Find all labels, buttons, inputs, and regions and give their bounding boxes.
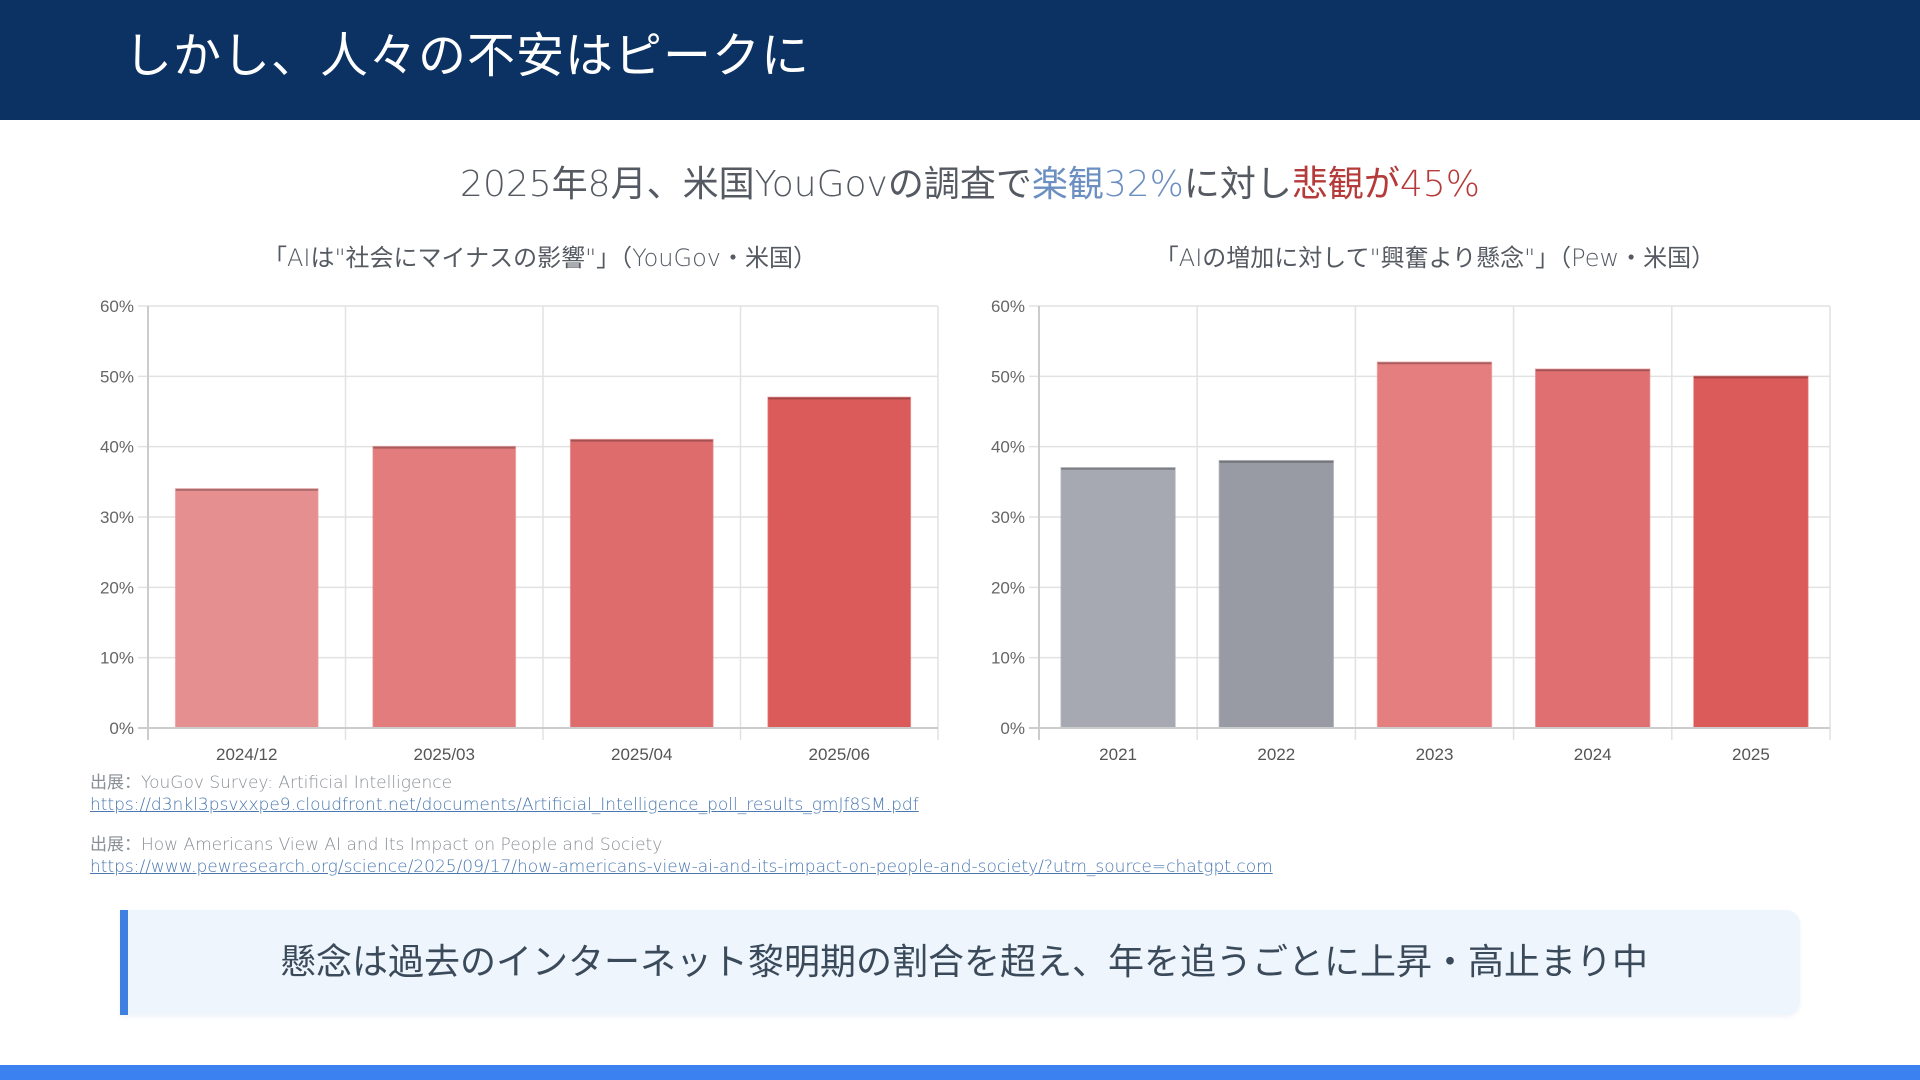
bar-pew-2022: [1218, 459, 1335, 729]
source-yougov-label: 出展：YouGov Survey: Artificial Intelligenc…: [90, 773, 453, 793]
x-tick-label: 2024/12: [216, 745, 277, 764]
source-yougov: 出展：YouGov Survey: Artificial Intelligenc…: [90, 772, 919, 816]
y-tick-label: 20%: [100, 578, 134, 597]
y-tick-label: 0%: [109, 719, 134, 738]
x-tick-label: 2025/03: [414, 745, 475, 764]
bar-pew-2025: [1693, 375, 1809, 729]
slide-title: しかし、人々の不安はピークに: [124, 28, 811, 84]
source-pew-label: 出展：How Americans View AI and Its Impact …: [90, 835, 663, 855]
pessimism-figure: 悲観が45%: [1291, 164, 1480, 205]
y-tick-label: 0%: [1000, 719, 1025, 738]
footer-bar: [0, 1065, 1920, 1080]
bar-yougov-2025-04: [569, 438, 714, 729]
y-tick-label: 40%: [100, 438, 134, 457]
bar-yougov-2025-03: [372, 445, 517, 729]
chart-title-yougov: 「AIは"社会にマイナスの影響"」（YouGov・米国）: [263, 244, 817, 272]
slide-subtitle: 2025年8月、米国YouGovの調査で楽観32%に対し悲観が45%: [0, 160, 1920, 210]
y-tick-label: 30%: [100, 508, 134, 527]
y-tick-label: 40%: [991, 438, 1025, 457]
callout-text: 懸念は過去のインターネット黎明期の割合を超え、年を追うごとに上昇・高止まり中: [279, 942, 1648, 983]
x-tick-label: 2023: [1416, 745, 1454, 764]
bar-pew-2024: [1534, 368, 1651, 729]
y-tick-label: 30%: [991, 508, 1025, 527]
source-pew-link[interactable]: https://www.pewresearch.org/science/2025…: [90, 857, 1273, 877]
y-tick-label: 10%: [100, 649, 134, 668]
chart-pew: 0% 10% 20% 30% 40% 50% 60% 2021 2022 2023 2024 2025: [991, 297, 1831, 764]
subtitle-text: 2025年8月、米国YouGovの調査で: [460, 164, 1032, 205]
bar-pew-2021: [1060, 467, 1176, 729]
y-tick-label: 60%: [100, 297, 134, 316]
subtitle-connector: に対し: [1183, 164, 1292, 205]
x-tick-label: 2025/04: [611, 745, 672, 764]
source-yougov-link[interactable]: https://d3nkl3psvxxpe9.cloudfront.net/do…: [90, 795, 919, 815]
x-tick-label: 2024: [1574, 745, 1612, 764]
optimism-figure: 楽観32%: [1031, 164, 1184, 205]
y-tick-label: 50%: [991, 367, 1025, 386]
y-tick-label: 60%: [991, 297, 1025, 316]
x-tick-label: 2025: [1732, 745, 1770, 764]
x-tick-label: 2022: [1257, 745, 1295, 764]
chart-yougov: 0% 10% 20% 30% 40% 50% 60% 2024/12 2025/03 2025/0…: [100, 297, 939, 764]
y-tick-label: 50%: [100, 367, 134, 386]
bar-yougov-2024-12: [174, 488, 319, 729]
bar-pew-2023: [1376, 361, 1493, 729]
key-takeaway-callout: 懸念は過去のインターネット黎明期の割合を超え、年を追うごとに上昇・高止まり中: [120, 910, 1800, 1015]
y-tick-label: 10%: [991, 649, 1025, 668]
chart-title-pew: 「AIの増加に対して"興奮より懸念"」（Pew・米国）: [1154, 244, 1716, 272]
bar-yougov-2025-06: [767, 396, 912, 729]
y-tick-label: 20%: [991, 578, 1025, 597]
x-tick-label: 2025/06: [809, 745, 870, 764]
x-tick-label: 2021: [1099, 745, 1137, 764]
source-pew: 出展：How Americans View AI and Its Impact …: [90, 834, 1273, 878]
header-bar: しかし、人々の不安はピークに: [0, 0, 1920, 120]
